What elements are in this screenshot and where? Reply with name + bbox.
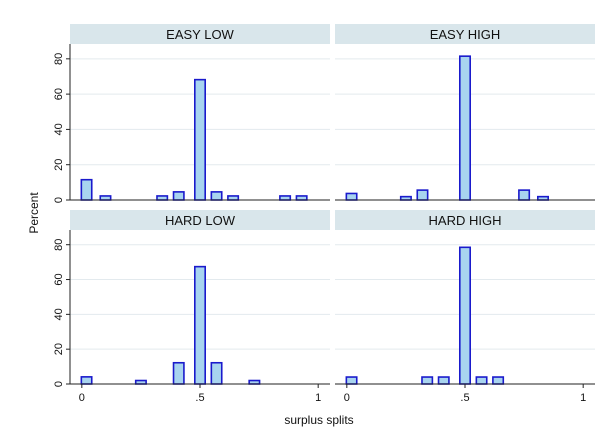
bar [211,363,221,384]
bar [211,192,221,200]
panel-title: HARD HIGH [429,213,502,228]
y-tick-label: 40 [53,123,65,135]
bar [346,193,356,200]
x-tick-label: 0 [344,392,350,404]
panel-hard-low: HARD LOW 0 20 40 60 80 0 .5 1 [53,210,330,404]
y-tick-label: 20 [53,343,65,355]
bar [422,377,432,384]
bar [296,196,306,200]
y-tick-label: 60 [53,88,65,100]
bar [460,247,470,384]
bar [346,377,356,384]
x-tick-label: 1 [580,392,586,404]
bar [81,180,91,200]
bar [81,377,91,384]
y-tick-label: 0 [53,381,65,387]
x-axis-title: surplus splits [284,413,353,427]
panel-easy-low: EASY LOW 0 20 40 60 80 [53,24,330,203]
bar [136,381,146,384]
y-tick-label: 80 [53,239,65,251]
bar [174,363,184,384]
panel-title: HARD LOW [165,213,236,228]
bar [280,196,290,200]
panel-easy-high: EASY HIGH [335,24,595,200]
y-tick-label: 60 [53,273,65,285]
y-tick-label: 40 [53,308,65,320]
bar [195,267,205,384]
y-tick-label: 20 [53,159,65,171]
y-tick-label: 0 [53,197,65,203]
panels: EASY LOW 0 20 40 60 80 EASY HIGH HARD LOW 0 20 40 6… [53,24,595,404]
bar [439,377,449,384]
x-tick-label: 1 [315,392,321,404]
panel-title: EASY LOW [166,27,234,42]
x-tick-label: .5 [195,392,204,404]
bar [460,56,470,200]
bar [249,381,259,384]
bar [228,196,238,200]
panel-hard-high: HARD HIGH 0 .5 1 [335,210,595,404]
y-tick-label: 80 [53,53,65,65]
x-tick-label: .5 [460,392,469,404]
bar [401,197,411,200]
bar [417,190,427,200]
bar [100,196,110,200]
bar [493,377,503,384]
bar [195,80,205,200]
bar [174,192,184,200]
bar [538,197,548,200]
bar [519,190,529,200]
bar [157,196,167,200]
x-tick-label: 0 [79,392,85,404]
panel-title: EASY HIGH [430,27,501,42]
bar [476,377,486,384]
y-axis-title: Percent [27,192,41,234]
